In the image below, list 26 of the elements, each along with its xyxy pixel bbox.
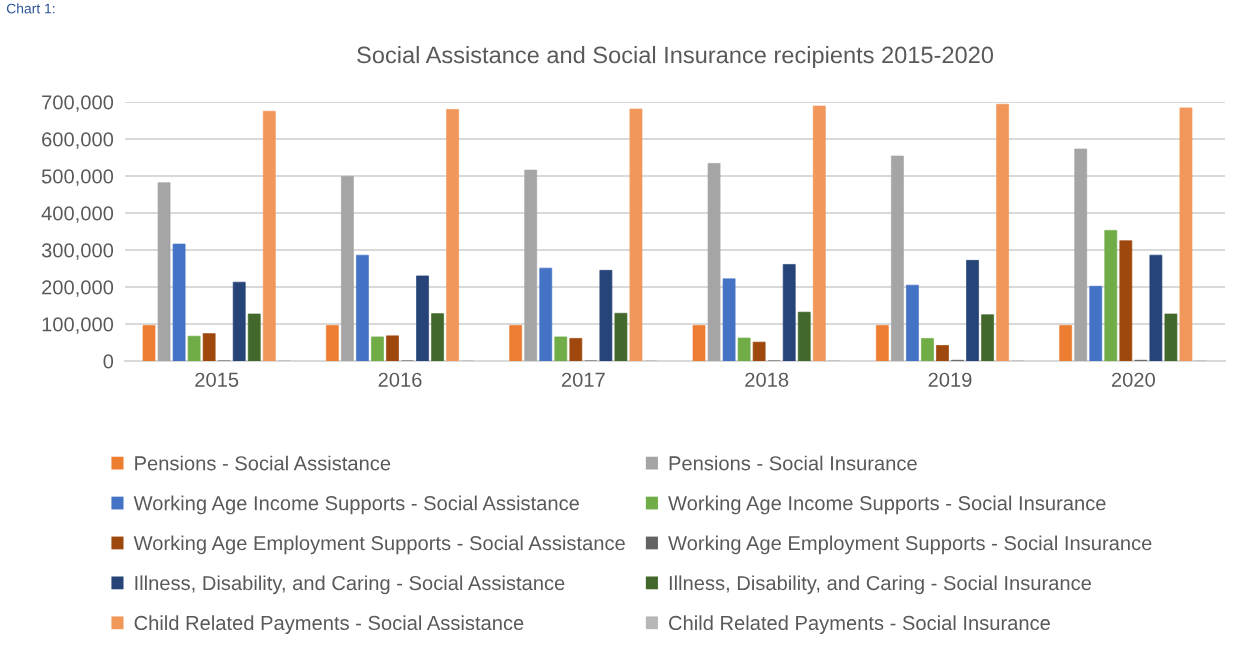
legend-label: Working Age Income Supports - Social Insurance xyxy=(668,495,1106,515)
caption: Chart 1: xyxy=(6,3,55,14)
y-tick-label: 100,000 xyxy=(42,317,114,334)
legend-label: Working Age Income Supports - Social Assistance xyxy=(133,495,579,515)
legend-label: Working Age Employment Supports - Social Assistance xyxy=(133,535,625,555)
x-tick-label: 2019 xyxy=(928,372,972,387)
chart-title: Social Assistance and Social Insurance recipients 2015-2020 xyxy=(357,46,994,69)
y-tick-label: 700,000 xyxy=(42,95,114,112)
y-tick-label: 200,000 xyxy=(42,280,114,297)
x-tick-label: 2017 xyxy=(561,372,605,387)
y-tick-label: 0 xyxy=(103,354,114,369)
legend-label: Child Related Payments - Social Insurance xyxy=(669,615,1050,635)
y-tick-label: 400,000 xyxy=(41,206,114,223)
x-tick-label: 2020 xyxy=(1111,372,1155,387)
legend-label: Child Related Payments - Social Assistance xyxy=(134,615,524,635)
legend-label: Illness, Disability, and Caring - Social Insurance xyxy=(669,575,1091,595)
x-tick-label: 2018 xyxy=(745,372,789,387)
x-tick-label: 2015 xyxy=(195,372,239,387)
legend-label: Illness, Disability, and Caring - Social Assistance xyxy=(135,575,565,595)
y-tick-label: 600,000 xyxy=(42,132,114,149)
legend-label: Working Age Employment Supports - Social Insurance xyxy=(668,535,1152,555)
legend-label: Pensions - Social Assistance xyxy=(135,455,391,471)
legend-label: Pensions - Social Insurance xyxy=(669,455,917,471)
y-tick-label: 500,000 xyxy=(41,169,114,186)
x-tick-label: 2016 xyxy=(378,372,422,387)
y-tick-label: 300,000 xyxy=(41,243,114,260)
